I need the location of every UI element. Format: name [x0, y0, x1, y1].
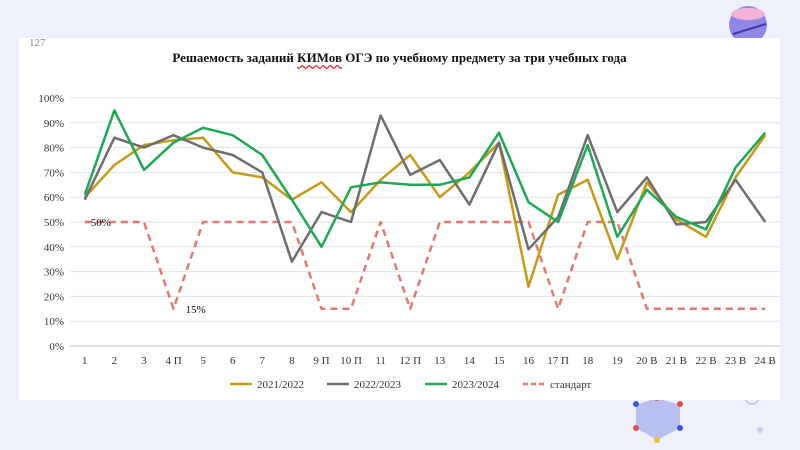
- x-tick-label: 15: [493, 355, 505, 367]
- y-tick-label: 100%: [38, 93, 64, 105]
- x-tick-label: 10 П: [340, 355, 362, 367]
- x-tick-label: 18: [582, 355, 594, 367]
- chart-title: Решаемость заданий КИМов ОГЭ по учебному…: [19, 50, 780, 66]
- x-tick-label: 4 П: [165, 355, 181, 367]
- y-tick-label: 20%: [44, 291, 64, 303]
- hexagon-decoration: [633, 395, 683, 443]
- x-tick-label: 12 П: [399, 355, 421, 367]
- y-tick-label: 60%: [44, 192, 64, 204]
- y-tick-label: 90%: [44, 118, 64, 130]
- title-part-1: Решаемость заданий: [172, 50, 298, 65]
- series-line-2021/2022: [83, 134, 767, 288]
- x-tick-label: 2: [112, 355, 118, 367]
- x-tick-label: 5: [200, 355, 206, 367]
- x-tick-label: 13: [434, 355, 446, 367]
- y-tick-label: 0%: [49, 341, 64, 353]
- y-tick-label: 50%: [44, 217, 64, 229]
- x-tick-label: 3: [141, 355, 147, 367]
- x-tick-label: 7: [260, 355, 266, 367]
- x-tick-label: 23 В: [725, 355, 746, 367]
- planet-decoration: [729, 6, 767, 44]
- title-part-3: ОГЭ по учебному предмету за три учебных …: [341, 50, 627, 65]
- y-tick-label: 30%: [44, 267, 64, 279]
- dot-decoration: [757, 427, 763, 433]
- legend-label: 2021/2022: [257, 379, 304, 391]
- x-tick-label: 24 В: [755, 355, 776, 367]
- y-tick-label: 80%: [44, 143, 64, 155]
- x-tick-label: 17 П: [547, 355, 569, 367]
- x-tick-label: 16: [523, 355, 535, 367]
- legend-label: 2022/2023: [354, 379, 402, 391]
- series-line-2023/2024: [83, 109, 767, 249]
- x-tick-label: 8: [289, 355, 295, 367]
- y-tick-label: 70%: [44, 167, 64, 179]
- x-tick-label: 11: [375, 355, 386, 367]
- x-tick-label: 19: [612, 355, 624, 367]
- annotation-15-label: 15%: [186, 304, 206, 316]
- x-tick-label: 9 П: [313, 355, 329, 367]
- series-line-стандарт: [84, 220, 766, 311]
- x-tick-label: 1: [82, 355, 88, 367]
- x-tick-label: 22 В: [695, 355, 716, 367]
- annotation-50-label: 50%: [91, 217, 111, 229]
- y-tick-label: 10%: [44, 316, 64, 328]
- title-part-2: КИМов: [297, 50, 342, 65]
- y-tick-label: 40%: [44, 242, 64, 254]
- x-tick-label: 20 В: [636, 355, 657, 367]
- x-tick-label: 14: [464, 355, 476, 367]
- series-line-2022/2023: [83, 114, 767, 263]
- legend-label: 2023/2024: [452, 379, 500, 391]
- x-tick-label: 21 В: [666, 355, 687, 367]
- page-number: 127: [29, 37, 46, 49]
- legend-label: стандарт: [550, 379, 591, 391]
- x-tick-label: 6: [230, 355, 236, 367]
